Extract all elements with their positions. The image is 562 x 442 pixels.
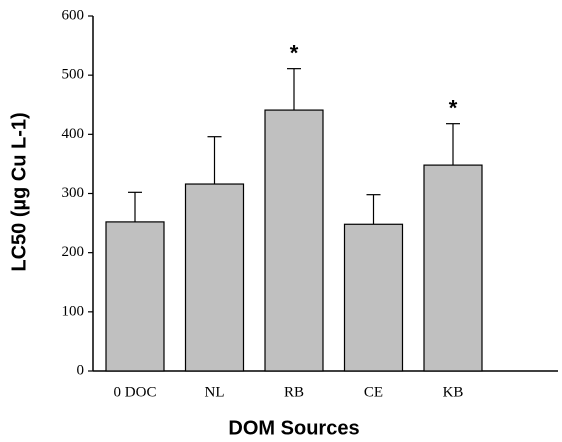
y-tick-label: 600 [62,7,85,23]
x-tick-label: NL [205,384,225,400]
y-tick-label: 200 [62,244,85,260]
x-tick-label: RB [284,384,304,400]
significance-mark: * [449,95,458,120]
x-tick-label: KB [443,384,464,400]
bar [264,109,324,372]
bar [105,221,165,372]
bar [184,183,245,372]
x-tick-label: 0 DOC [114,384,157,400]
y-tick-label: 400 [62,126,85,142]
y-tick-label: 100 [62,303,85,319]
y-tick-label: 300 [62,185,85,201]
significance-mark: * [290,40,299,65]
x-axis-title: DOM Sources [228,417,359,439]
y-tick-label: 0 [77,362,85,378]
bar [423,164,483,372]
y-tick-label: 500 [62,67,85,83]
bar [343,223,404,372]
x-tick-label: CE [364,384,383,400]
y-axis-title: LC50 (µg Cu L-1) [8,112,30,271]
